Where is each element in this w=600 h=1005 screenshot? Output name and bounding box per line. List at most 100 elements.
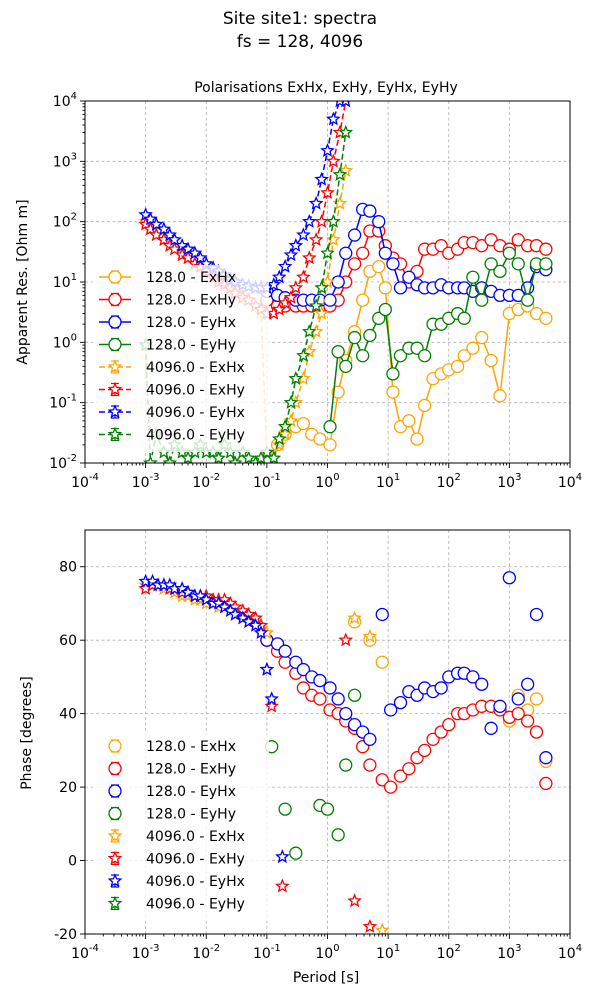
top-data-point <box>320 185 335 200</box>
top-data-point <box>475 293 489 307</box>
top-legend-label: 128.0 - EyHx <box>146 315 236 331</box>
bottom-data-point <box>363 758 377 772</box>
top-legend-item: 128.0 - ExHx <box>99 270 236 286</box>
top-data-point <box>320 245 335 260</box>
bottom-data-point <box>529 725 544 739</box>
bottom-legend-item: 4096.0 - ExHy <box>107 850 245 868</box>
top-y-tick-label: 104 <box>53 91 77 110</box>
top-data-point <box>227 455 243 463</box>
bottom-data-point <box>264 691 279 706</box>
top-data-point <box>355 246 370 260</box>
bottom-data-point <box>347 688 362 702</box>
bottom-data-point <box>363 732 377 746</box>
top-data-point <box>331 275 345 289</box>
bottom-data-point <box>502 571 517 585</box>
top-data-point <box>466 270 480 284</box>
bottom-x-axis-label: Period [s] <box>293 970 359 986</box>
bottom-y-tick-label: 60 <box>59 633 77 649</box>
bottom-legend-marker <box>107 895 123 910</box>
top-legend-label: 4096.0 - EyHx <box>146 405 245 421</box>
top-data-point <box>339 246 353 260</box>
bottom-legend-item: 128.0 - ExHy <box>108 761 236 778</box>
top-data-point <box>475 330 489 345</box>
top-series-line <box>145 101 347 315</box>
bottom-x-tick-label: 102 <box>437 943 461 962</box>
bottom-data-point <box>539 776 553 791</box>
top-data-point <box>466 341 480 355</box>
bottom-data-point <box>347 718 362 732</box>
top-x-tick-label: 102 <box>437 472 461 491</box>
bottom-data-point <box>493 699 507 713</box>
top-data-point <box>271 269 287 284</box>
bottom-data-point <box>475 677 489 691</box>
top-x-tick-label: 10-3 <box>132 472 160 491</box>
bottom-data-point <box>375 607 389 622</box>
top-legend-marker <box>107 381 123 396</box>
bottom-legend-label: 4096.0 - EyHy <box>146 897 245 913</box>
top-data-point <box>347 228 362 242</box>
apparent-resistivity-panel: Polarisations ExHx, ExHy, EyHx, EyHy App… <box>15 80 582 491</box>
bottom-legend-marker <box>108 739 122 753</box>
bottom-data-point <box>442 718 456 732</box>
top-data-point <box>143 211 158 226</box>
bottom-x-tick-label: 104 <box>558 943 582 962</box>
top-data-point <box>386 385 400 399</box>
bottom-data-point <box>374 922 390 934</box>
top-legend-label: 128.0 - ExHx <box>146 270 236 286</box>
top-data-point <box>493 264 507 279</box>
top-data-point <box>386 257 400 271</box>
bottom-data-point <box>393 695 408 710</box>
top-data-point <box>484 257 498 271</box>
bottom-y-tick-label: 80 <box>59 560 77 576</box>
bottom-data-point <box>248 617 263 632</box>
top-data-point <box>502 246 517 260</box>
top-data-point <box>314 171 329 186</box>
bottom-data-point <box>320 802 335 816</box>
bottom-data-point <box>347 893 362 908</box>
top-data-point <box>338 124 354 139</box>
bottom-data-point <box>259 661 275 676</box>
bottom-data-point <box>278 802 292 816</box>
top-data-point <box>410 432 424 446</box>
bottom-legend-marker <box>107 828 123 843</box>
bottom-legend-marker <box>108 761 122 776</box>
top-data-point <box>378 281 393 295</box>
bottom-legend-marker <box>107 873 123 888</box>
top-data-point <box>378 246 393 260</box>
top-data-point <box>386 367 400 381</box>
top-data-point <box>266 277 282 291</box>
bottom-data-point <box>275 849 290 864</box>
bottom-data-point <box>402 762 416 776</box>
top-data-point <box>331 345 345 359</box>
bottom-data-point <box>434 681 448 695</box>
bottom-data-point <box>466 670 480 684</box>
bottom-series-2 <box>260 571 553 765</box>
top-data-point <box>511 233 525 247</box>
bottom-data-point <box>331 828 345 842</box>
top-legend-label: 128.0 - ExHy <box>146 293 236 309</box>
top-data-point <box>402 414 416 428</box>
bottom-legend-marker <box>108 806 122 821</box>
top-legend-marker <box>108 292 122 307</box>
top-legend-label: 4096.0 - ExHy <box>146 383 245 399</box>
bottom-data-point <box>529 692 544 706</box>
top-data-point <box>493 389 507 403</box>
bottom-x-tick-label: 10-1 <box>253 943 281 962</box>
bottom-x-tick-label: 101 <box>376 943 400 962</box>
top-legend-marker <box>108 315 122 329</box>
top-data-point <box>393 349 408 363</box>
bottom-legend-item: 128.0 - EyHy <box>108 806 236 823</box>
top-data-point <box>417 398 432 413</box>
top-data-point <box>314 280 329 295</box>
top-data-point <box>301 324 317 338</box>
top-data-point <box>457 349 471 363</box>
top-data-point <box>266 450 282 463</box>
top-data-point <box>355 349 370 363</box>
top-data-point <box>296 348 311 362</box>
bottom-data-point <box>347 610 362 625</box>
top-data-point <box>288 280 304 295</box>
top-legend-item: 128.0 - EyHy <box>99 338 236 354</box>
top-data-point <box>326 213 341 228</box>
top-x-tick-label: 10-4 <box>71 472 99 491</box>
top-data-point <box>313 432 327 446</box>
